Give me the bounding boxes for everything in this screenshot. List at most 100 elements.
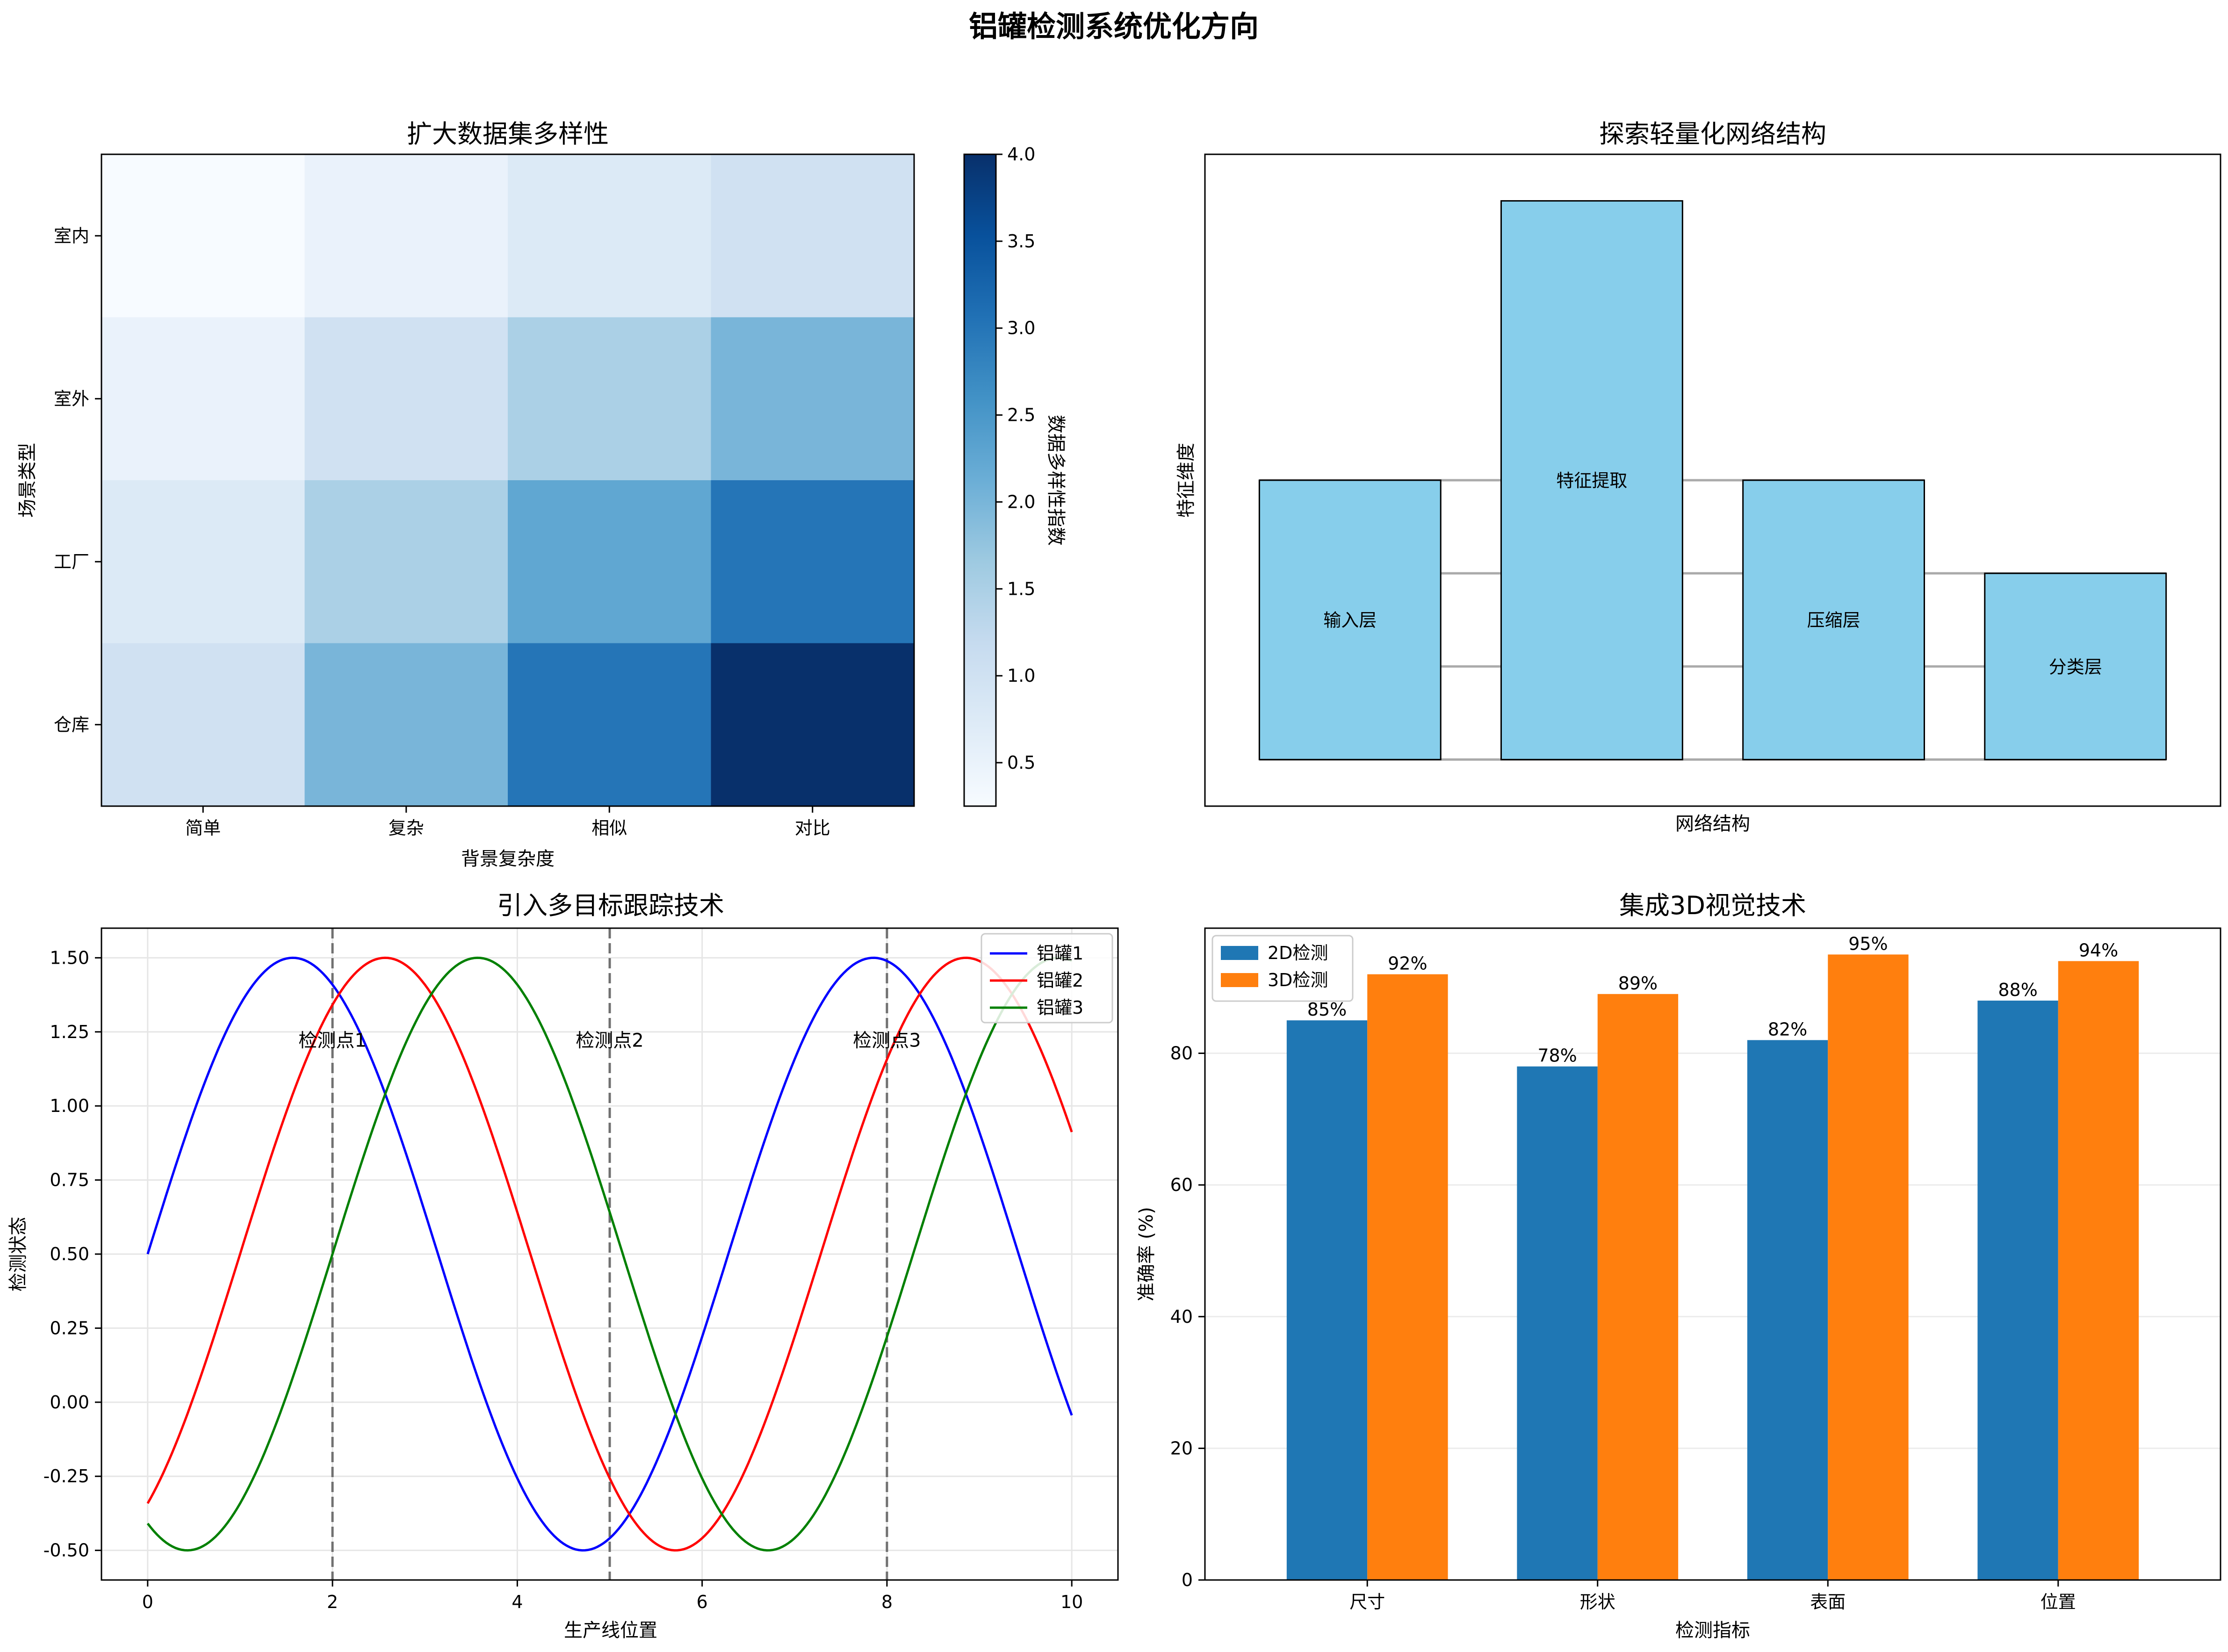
accuracy-bar-labels: 85% 78% 82% 88% 92% 89% 95% 94% — [1307, 933, 2118, 1066]
accuracy-bar — [1286, 1020, 1368, 1580]
heatmap-y-tick-label: 室内 — [54, 225, 89, 246]
tracking-y-tick-label: 0.25 — [50, 1318, 89, 1338]
accuracy-x-ticks: 尺寸 形状 表面 位置 — [1349, 1580, 2076, 1612]
tracking-checkpoint-labels: 检测点1 检测点2 检测点3 — [298, 1030, 921, 1051]
tracking-series — [146, 956, 1073, 1552]
network-layer-bar — [1742, 479, 1925, 760]
accuracy-x-tick-label: 位置 — [2041, 1592, 2076, 1612]
colorbar-label: 数据多样性指数 — [1045, 415, 1067, 546]
accuracy-bar-label: 85% — [1307, 999, 1347, 1020]
heatmap-frame — [101, 153, 915, 807]
heatmap-x-label: 背景复杂度 — [461, 848, 555, 870]
heatmap-x-tick-label: 简单 — [185, 818, 221, 838]
network-layer-bar — [1258, 479, 1442, 760]
accuracy-bar — [1367, 974, 1448, 1580]
accuracy-legend-label: 3D检测 — [1268, 970, 1328, 990]
tracking-series-line — [146, 956, 1073, 1552]
tracking-x-tick-label: 4 — [512, 1592, 523, 1612]
heatmap-x-ticks: 简单 复杂 相似 对比 — [185, 806, 830, 838]
colorbar-tick-label: 1.5 — [1007, 578, 1035, 599]
figure-title: 铝罐检测系统优化方向 — [969, 9, 1259, 43]
tracking-y-tick-label: 1.25 — [50, 1022, 89, 1042]
accuracy-y-label: 准确率 (%) — [1136, 1207, 1157, 1301]
tracking-y-tick-label: 1.50 — [50, 947, 89, 968]
tracking-legend-label: 铝罐3 — [1037, 997, 1083, 1018]
accuracy-bar — [1828, 954, 1909, 1580]
heatmap-cell — [508, 154, 711, 317]
accuracy-x-tick-label: 形状 — [1580, 1592, 1615, 1612]
colorbar-tick-label: 3.5 — [1007, 231, 1035, 252]
heatmap-title: 扩大数据集多样性 — [407, 119, 609, 149]
network-layer-label: 分类层 — [2049, 656, 2102, 677]
accuracy-x-tick-label: 尺寸 — [1349, 1592, 1385, 1612]
heatmap-cell — [101, 317, 305, 481]
network-layer-label: 输入层 — [1323, 610, 1377, 631]
accuracy-bar — [1597, 994, 1679, 1580]
colorbar-ticks: 0.5 1.0 1.5 2.0 2.5 3.0 3.5 4.0 — [996, 144, 1035, 773]
heatmap-cell — [508, 480, 711, 643]
tracking-checkpoint-label: 检测点2 — [576, 1030, 643, 1051]
heatmap-cell — [304, 317, 508, 481]
accuracy-bar-label: 78% — [1537, 1046, 1577, 1066]
network-layer-label: 特征提取 — [1556, 470, 1627, 491]
network-title: 探索轻量化网络结构 — [1599, 119, 1826, 149]
tracking-checkpoint-label: 检测点3 — [853, 1030, 921, 1051]
heatmap-cell — [101, 480, 305, 643]
accuracy-bar-label: 95% — [1848, 933, 1888, 954]
heatmap-cell — [101, 154, 305, 317]
heatmap-cell — [304, 643, 508, 807]
network-layer-label: 压缩层 — [1807, 610, 1860, 631]
tracking-checkpoint-label: 检测点1 — [298, 1030, 366, 1051]
colorbar-tick-label: 3.0 — [1007, 318, 1035, 339]
tracking-title: 引入多目标跟踪技术 — [497, 891, 724, 920]
accuracy-y-tick-label: 20 — [1170, 1438, 1193, 1458]
network-layer-bar — [1984, 572, 2167, 760]
accuracy-bar-label: 92% — [1388, 953, 1427, 974]
heatmap-y-tick-label: 室外 — [54, 389, 89, 409]
tracking-x-tick-label: 0 — [142, 1592, 153, 1612]
tracking-series-line — [146, 956, 1073, 1552]
accuracy-legend-swatch — [1221, 973, 1258, 987]
heatmap-cell — [304, 154, 508, 317]
tracking-legend-label: 铝罐2 — [1037, 970, 1083, 991]
heatmap-x-tick-label: 相似 — [591, 818, 627, 838]
tracking-y-tick-label: -0.50 — [43, 1540, 89, 1561]
colorbar-tick-label: 2.0 — [1007, 491, 1035, 512]
tracking-legend: 铝罐1 铝罐2 铝罐3 — [981, 933, 1113, 1024]
tracking-y-tick-label: 1.00 — [50, 1096, 89, 1116]
tracking-series-line — [146, 956, 1073, 1552]
accuracy-legend: 2D检测 3D检测 — [1211, 935, 1354, 1002]
tracking-y-tick-label: 0.00 — [50, 1392, 89, 1413]
network-x-label: 网络结构 — [1675, 813, 1750, 835]
tracking-y-label: 检测状态 — [7, 1217, 29, 1291]
network-frame — [1204, 153, 2221, 807]
accuracy-x-label: 检测指标 — [1675, 1620, 1750, 1641]
accuracy-bar-label: 94% — [2079, 940, 2118, 960]
accuracy-title: 集成3D视觉技术 — [1619, 891, 1806, 920]
heatmap-cells — [101, 154, 915, 807]
accuracy-y-tick-label: 0 — [1182, 1570, 1193, 1590]
accuracy-bar — [1747, 1040, 1828, 1580]
heatmap-cell — [711, 317, 915, 481]
heatmap-cell — [711, 480, 915, 643]
tracking-x-tick-label: 6 — [697, 1592, 708, 1612]
accuracy-y-ticks: 0 20 40 60 80 — [1170, 1043, 1205, 1590]
colorbar-tick-label: 0.5 — [1007, 752, 1035, 773]
tracking-x-tick-label: 2 — [327, 1592, 338, 1612]
tracking-x-ticks: 0 2 4 6 8 10 — [142, 1580, 1083, 1612]
accuracy-bar-label: 89% — [1618, 973, 1658, 994]
accuracy-panel: 集成3D视觉技术 85% 78% 82% 88% 92% 89% 95% 94% 尺寸 形状 表面… — [1136, 891, 2221, 1641]
heatmap-cell — [304, 480, 508, 643]
tracking-x-tick-label: 8 — [881, 1592, 893, 1612]
accuracy-bar — [1517, 1066, 1598, 1580]
tracking-x-tick-label: 10 — [1060, 1592, 1083, 1612]
heatmap-x-tick-label: 复杂 — [389, 818, 424, 838]
accuracy-frame — [1204, 927, 2221, 1581]
accuracy-y-tick-label: 60 — [1170, 1175, 1193, 1195]
heatmap-cell — [711, 643, 915, 807]
tracking-legend-label: 铝罐1 — [1037, 943, 1083, 964]
